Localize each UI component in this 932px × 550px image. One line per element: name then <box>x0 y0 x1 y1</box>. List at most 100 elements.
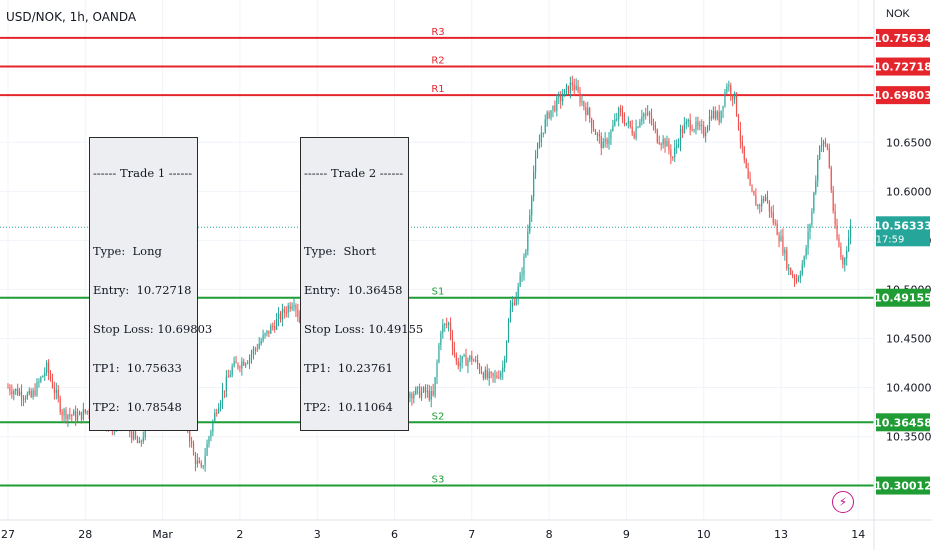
candle-body <box>247 362 249 364</box>
candle-body <box>612 125 614 131</box>
candle-body <box>805 248 807 257</box>
candle-body <box>38 381 40 383</box>
candle-body <box>198 460 200 463</box>
candle-body <box>133 431 135 440</box>
candle-body <box>536 148 539 157</box>
candle-body <box>258 343 260 349</box>
candle-body <box>598 134 600 137</box>
candle-body <box>774 222 776 224</box>
level-tag-text-s2: 10.36458 <box>874 416 932 429</box>
candle-body <box>621 112 624 120</box>
level-name-s2: S2 <box>432 411 445 422</box>
candle-body <box>641 116 643 122</box>
candle-body <box>749 178 751 186</box>
candle-body <box>283 309 285 313</box>
candle-body <box>708 116 711 128</box>
candle-body <box>49 373 52 380</box>
x-tick-label: 7 <box>468 528 475 541</box>
candle-body <box>672 156 674 158</box>
candle-body <box>190 441 193 444</box>
candle-body <box>753 191 755 196</box>
symbol-title[interactable]: USD/NOK, 1h, OANDA <box>6 10 137 24</box>
candle-body <box>594 130 597 135</box>
candle-body <box>540 132 542 143</box>
candle-body <box>457 361 459 367</box>
lightning-icon[interactable]: ⚡ <box>832 491 854 513</box>
x-tick-label: 14 <box>851 528 865 541</box>
candle-body <box>281 309 284 320</box>
candle-body <box>82 409 84 420</box>
candle-body <box>245 363 247 366</box>
candle-body <box>815 180 817 193</box>
candle-body <box>221 390 224 403</box>
candle-body <box>28 390 30 394</box>
candle-body <box>602 141 604 149</box>
candle-body <box>799 274 801 278</box>
candle-body <box>591 118 593 128</box>
level-tag-r3 <box>876 28 930 47</box>
candle-body <box>502 367 504 373</box>
trade-2-stop-loss: Stop Loss: 10.49155 <box>304 322 424 336</box>
x-tick-label: 2 <box>236 528 243 541</box>
candle-body <box>828 148 830 168</box>
candle-body <box>714 110 716 119</box>
candle-body <box>846 250 848 259</box>
candle-body <box>26 393 28 399</box>
candle-body <box>413 394 415 399</box>
candle-body <box>674 147 676 158</box>
candle-body <box>507 321 510 342</box>
candle-body <box>233 361 235 367</box>
candle-body <box>681 128 684 133</box>
candle-body <box>478 364 481 372</box>
candle-body <box>461 356 463 363</box>
candle-body <box>496 375 498 378</box>
level-tag-s2 <box>876 413 930 432</box>
candle-body <box>192 443 195 455</box>
candle-body <box>534 156 537 172</box>
candle-body <box>842 257 844 265</box>
candle-body <box>140 441 142 443</box>
level-tag-text-s3: 10.30012 <box>874 480 932 493</box>
trade-1-tp1: TP1: 10.75633 <box>93 361 182 375</box>
candle-body <box>444 323 446 325</box>
candle-body <box>274 326 276 330</box>
x-tick-label: 6 <box>391 528 398 541</box>
candle-body <box>65 409 67 420</box>
candle-body <box>664 139 666 147</box>
candle-body <box>500 372 502 378</box>
bar-countdown: 17:59 <box>876 234 905 245</box>
candle-body <box>579 91 581 103</box>
candle-body <box>476 359 479 365</box>
candle-body <box>830 167 832 191</box>
candle-body <box>633 133 635 139</box>
candle-body <box>18 391 21 395</box>
candle-body <box>670 149 672 157</box>
candle-body <box>840 246 842 258</box>
candle-body <box>248 356 251 363</box>
candle-body <box>732 95 734 100</box>
candle-body <box>625 122 627 125</box>
x-tick-label: 28 <box>78 528 92 541</box>
candle-body <box>142 437 144 442</box>
candle-body <box>685 121 687 125</box>
x-tick-label: 13 <box>774 528 788 541</box>
candle-body <box>189 428 191 442</box>
candle-body <box>610 130 612 139</box>
candle-body <box>473 360 475 362</box>
candle-body <box>795 279 798 281</box>
level-tag-r1 <box>876 86 930 105</box>
candle-body <box>778 235 780 242</box>
candle-body <box>581 101 583 103</box>
candle-body <box>254 348 256 350</box>
candle-body <box>542 132 544 134</box>
x-tick-label: 3 <box>314 528 321 541</box>
candle-body <box>295 305 297 310</box>
candle-body <box>459 362 461 367</box>
candle-body <box>763 198 765 201</box>
candle-body <box>583 101 585 108</box>
candle-body <box>531 196 533 216</box>
candle-body <box>270 326 272 334</box>
candle-body <box>618 108 620 120</box>
candle-body <box>71 415 73 417</box>
